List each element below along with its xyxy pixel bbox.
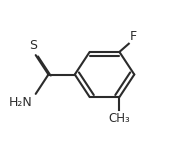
Text: CH₃: CH₃	[109, 112, 130, 125]
Text: H₂N: H₂N	[8, 96, 32, 109]
Text: S: S	[29, 39, 37, 52]
Text: F: F	[130, 30, 137, 43]
